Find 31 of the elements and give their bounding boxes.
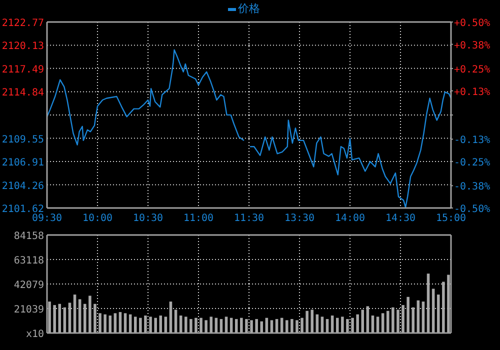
y-tick-label: 21039 <box>14 304 44 316</box>
text: -0.25% <box>454 158 490 168</box>
text: -0.38% <box>454 182 490 193</box>
x-tick-label: 15:00 <box>436 213 466 224</box>
x-tick-label: 10:00 <box>82 213 113 224</box>
x-tick-label: 11:00 <box>183 213 214 224</box>
y-tick-label: 2101.62 <box>2 204 44 215</box>
text: -0.13% <box>454 135 490 146</box>
x-tick-label: 10:30 <box>132 213 164 224</box>
y-tick-label: 2122.77 <box>2 18 44 29</box>
y-tick-label: 42079 <box>14 280 44 291</box>
text: +0.50% <box>454 18 490 29</box>
x-tick-label: 14:30 <box>385 213 416 224</box>
y-tick-label: 2117.49 <box>2 64 44 76</box>
y-tick-label: 63118 <box>14 256 44 266</box>
y-tick-label: 2120.13 <box>2 41 44 52</box>
y-tick-label: 2114.84 <box>2 88 44 99</box>
text: +0.38% <box>454 40 490 52</box>
legend-label: 价格 <box>237 3 260 15</box>
x-tick-label: 14:00 <box>334 213 366 224</box>
text: +0.13% <box>454 86 490 98</box>
y-tick-label: x10 <box>26 329 44 340</box>
text: -0.50% <box>454 204 490 215</box>
y-tick-label: 2109.55 <box>2 134 44 146</box>
y-tick-label: 2104.26 <box>2 180 44 192</box>
x-tick-label: 09:30 <box>32 213 62 224</box>
y-tick-label: 84158 <box>14 231 44 242</box>
text: +0.25% <box>454 64 490 76</box>
x-tick-label: 11:30 <box>234 213 264 224</box>
y-tick-label: 2106.91 <box>2 157 44 168</box>
x-tick-label: 13:30 <box>284 213 315 224</box>
